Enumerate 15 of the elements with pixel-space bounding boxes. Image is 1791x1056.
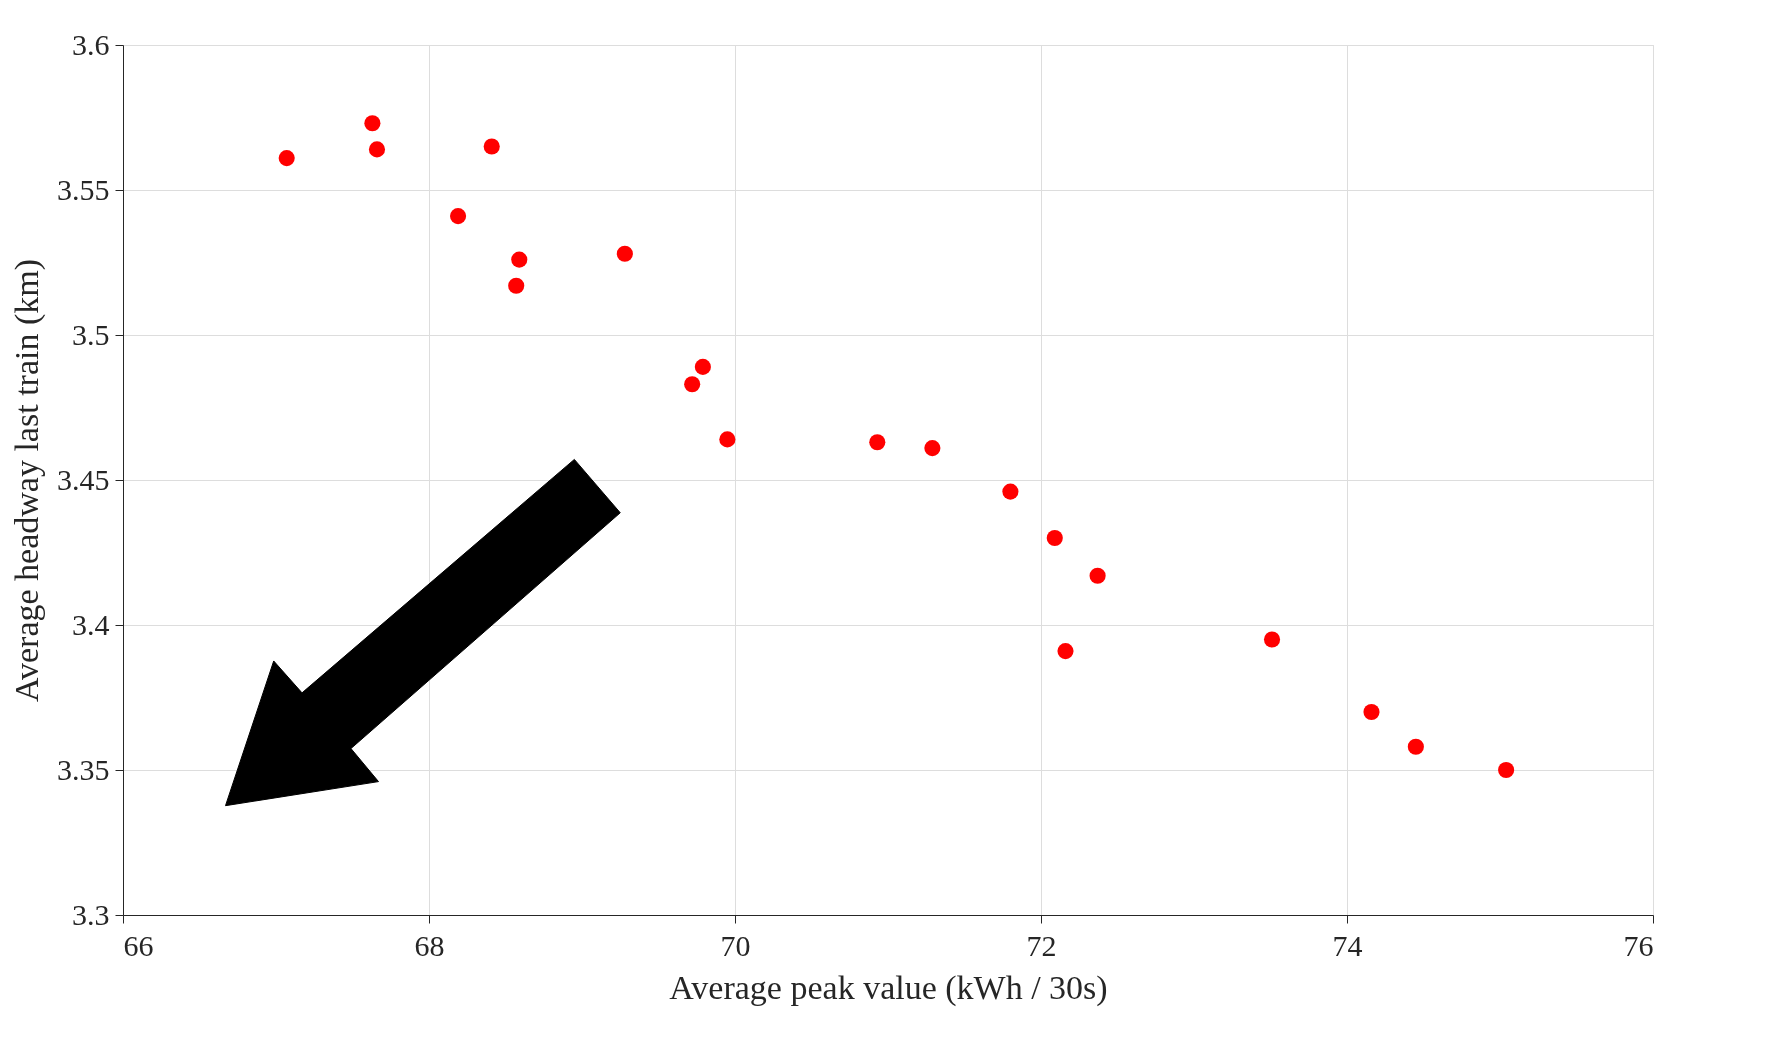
y-tick-label: 3.4 xyxy=(72,607,110,641)
x-tick-label: 76 xyxy=(1623,928,1654,962)
y-tick-label: 3.3 xyxy=(72,897,110,931)
y-tick-label: 3.55 xyxy=(57,172,110,206)
x-tick-label: 74 xyxy=(1332,928,1363,962)
y-tick-label: 3.5 xyxy=(72,317,110,351)
x-tick-label: 66 xyxy=(123,928,154,962)
x-axis-title: Average peak value (kWh / 30s) xyxy=(669,968,1108,1007)
y-tick-label: 3.45 xyxy=(57,462,110,496)
x-tick-label: 68 xyxy=(414,928,445,962)
y-tick-label: 3.35 xyxy=(57,752,110,786)
y-tick-label: 3.6 xyxy=(72,27,110,61)
x-tick-label: 70 xyxy=(720,928,751,962)
x-tick-label: 72 xyxy=(1026,928,1057,962)
y-axis-title: Average headway last train (km) xyxy=(8,258,46,703)
